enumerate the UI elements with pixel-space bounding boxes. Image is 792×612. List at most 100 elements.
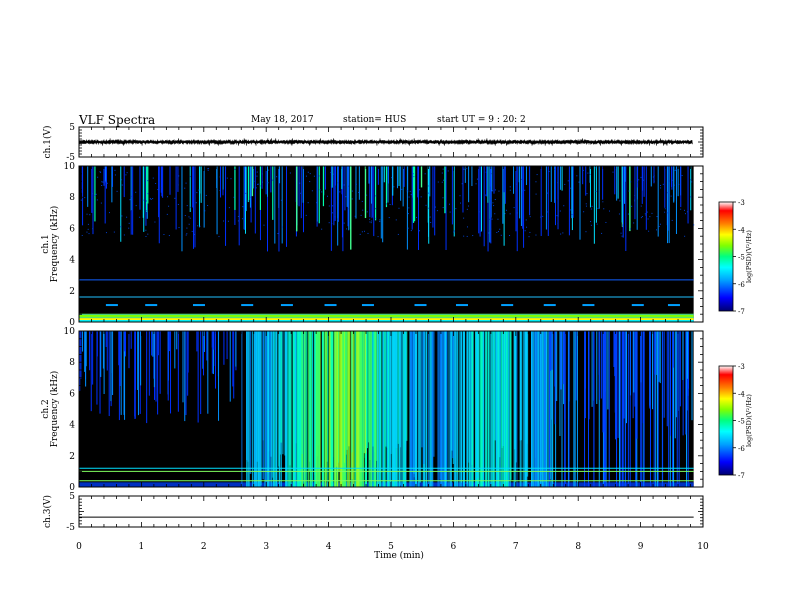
ch1-noise-dot — [612, 171, 614, 173]
ch1-noise-dot — [354, 215, 356, 217]
y-tick-label: 8 — [69, 193, 75, 203]
ch1-noise-dot — [428, 207, 430, 209]
ch1-noise-dot — [595, 190, 597, 192]
ch1-noise-dot — [219, 190, 221, 192]
ch1-noise-dot — [413, 176, 415, 178]
ch1-noise-dot — [257, 183, 259, 185]
ch1-noise-dot — [690, 196, 692, 198]
ch1-noise-dot — [571, 213, 573, 215]
ch1-noise-dot — [485, 171, 487, 173]
ch1-noise-dot — [441, 181, 443, 183]
ch1-noise-dot — [391, 177, 393, 179]
ch1-noise-dot — [535, 234, 537, 236]
ch1-tone-dash — [241, 304, 254, 307]
ch1-noise-dot — [556, 215, 558, 217]
x-tick-label: 4 — [326, 542, 332, 552]
ch1-noise-dot — [168, 205, 170, 207]
x-tick-label: 1 — [139, 542, 145, 552]
ch1-noise-dot — [281, 226, 283, 228]
y-tick-label: 10 — [64, 162, 76, 172]
ch1-tone-dash — [667, 304, 680, 307]
y-tick-label: 2 — [69, 287, 75, 297]
ch1-noise-dot — [525, 219, 527, 221]
ch1-noise-dot — [644, 213, 646, 215]
ch1-noise-dot — [602, 201, 604, 203]
ch1-noise-dot — [463, 217, 465, 219]
ch1-noise-dot — [100, 171, 102, 173]
ch1-noise-dot — [86, 213, 88, 215]
ch1-noise-dot — [398, 207, 400, 209]
ch1-spectrogram-ylabel: Frequency (kHz) — [49, 206, 60, 283]
ch1-noise-dot — [95, 193, 97, 195]
ch1-noise-dot — [375, 195, 377, 197]
ch1-noise-dot — [509, 189, 511, 191]
colorbar-tick-label: -7 — [738, 308, 745, 316]
ch1-noise-dot — [223, 220, 225, 222]
ch1-noise-dot — [427, 192, 429, 194]
ch1-noise-dot — [521, 178, 523, 180]
ch1-noise-dot — [418, 230, 420, 232]
colorbar-tick-label: -4 — [738, 390, 745, 398]
ch1-noise-dot — [135, 205, 137, 207]
y-tick-label: 8 — [69, 358, 75, 368]
ch1-noise-dot — [80, 199, 82, 201]
ch1-noise-dot — [257, 183, 259, 185]
ch1-noise-dot — [262, 181, 264, 183]
ch1-noise-dot — [121, 179, 123, 181]
ch1-noise-dot — [686, 211, 688, 213]
y-tick-label: 0 — [69, 318, 75, 328]
ch1-noise-dot — [142, 199, 144, 201]
ch1-noise-dot — [126, 216, 128, 218]
ch1-noise-dot — [442, 168, 444, 170]
ch1-noise-dot — [674, 184, 676, 186]
ch1-noise-dot — [155, 182, 157, 184]
ch1-noise-dot — [504, 213, 506, 215]
ch1-noise-dot — [397, 233, 399, 235]
ch1-noise-dot — [195, 202, 197, 204]
ch1-noise-dot — [255, 187, 257, 189]
ch1-noise-dot — [168, 235, 170, 237]
ch1-noise-dot — [346, 228, 348, 230]
ch1-noise-dot — [332, 173, 334, 175]
ch1-noise-dot — [261, 173, 263, 175]
ch1-noise-dot — [100, 202, 102, 204]
ch1-noise-dot — [690, 179, 692, 181]
ch1-noise-dot — [498, 190, 500, 192]
ch1-noise-dot — [386, 203, 388, 205]
ch1-noise-dot — [463, 168, 465, 170]
ch1-noise-dot — [490, 198, 492, 200]
ch1-noise-dot — [582, 169, 584, 171]
ch1-waveform-line — [78, 138, 693, 146]
ch1-noise-dot — [684, 213, 686, 215]
y-tick-label: 4 — [69, 421, 75, 431]
ch1-noise-dot — [369, 221, 371, 223]
ch1-noise-dot — [131, 195, 133, 197]
ch1-noise-dot — [355, 183, 357, 185]
ch1-tone-dash — [361, 304, 374, 307]
ch1-noise-dot — [662, 183, 664, 185]
ch1-tone-dash — [280, 304, 293, 307]
ch1-noise-dot — [388, 217, 390, 219]
ch1-noise-dot — [466, 168, 468, 170]
ch1-noise-dot — [379, 221, 381, 223]
ch3-waveform-ylabel: ch.3(V) — [42, 495, 53, 528]
ch1-noise-dot — [497, 218, 499, 220]
ch1-noise-dot — [234, 168, 236, 170]
ch1-noise-dot — [466, 208, 468, 210]
ch1-colorbar — [718, 201, 734, 312]
ch1-noise-dot — [351, 198, 353, 200]
ch1-noise-dot — [667, 192, 669, 194]
ch1-noise-dot — [242, 206, 244, 208]
ch1-noise-dot — [436, 210, 438, 212]
ch1-noise-dot — [656, 229, 658, 231]
ch1-noise-dot — [437, 181, 439, 183]
ch1-noise-dot — [492, 190, 494, 192]
ch1-noise-dot — [494, 213, 496, 215]
ch1-noise-dot — [664, 208, 666, 210]
ch1-noise-dot — [135, 191, 137, 193]
ch1-noise-dot — [230, 178, 232, 180]
ch1-noise-dot — [590, 208, 592, 210]
ch1-noise-dot — [652, 176, 654, 178]
colorbar-tick-label: -3 — [738, 199, 745, 207]
